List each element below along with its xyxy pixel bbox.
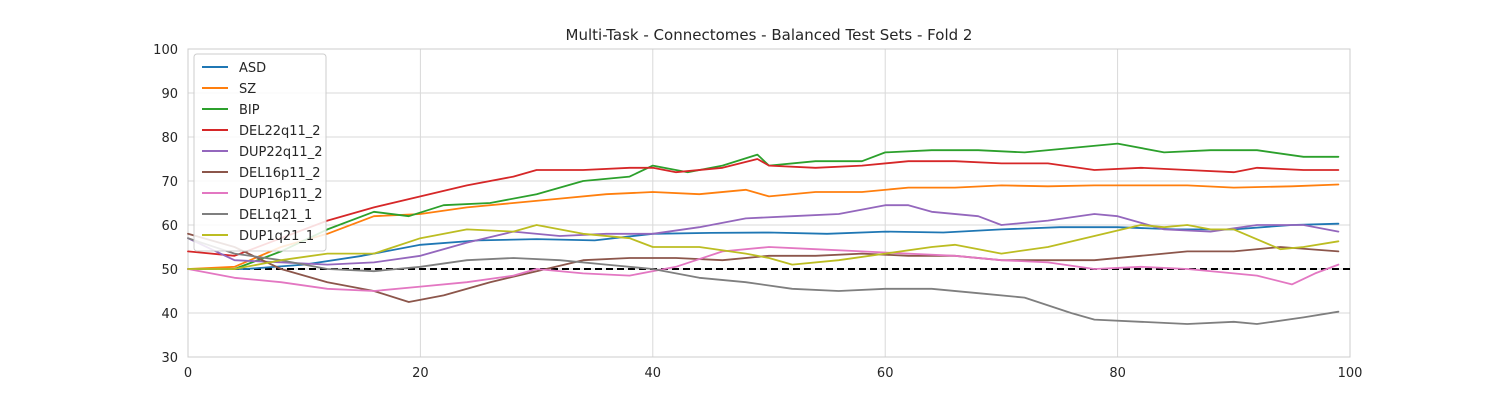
y-tick-label: 70	[161, 175, 178, 190]
series-line-asd	[187, 222, 1340, 270]
legend-label: DUP22q11_2	[239, 145, 322, 160]
legend-label: DUP16p11_2	[239, 187, 322, 202]
legend-label: DEL1q21_1	[239, 208, 312, 223]
y-tick-label: 90	[161, 87, 178, 102]
legend-label: BIP	[239, 103, 260, 118]
tick-labels: 0 20 40 60 80 100 30 40 50 60 70 80 90 100	[153, 43, 1362, 381]
chart-title: Multi-Task - Connectomes - Balanced Test…	[566, 26, 973, 44]
y-tick-label: 60	[161, 219, 178, 234]
plot-area	[187, 48, 1351, 358]
series-line-bip	[187, 142, 1340, 270]
x-tick-label: 0	[184, 366, 192, 381]
y-tick-label: 100	[153, 43, 178, 58]
series-line-del16p11_2	[187, 232, 1340, 303]
series-line-del22q11_2	[187, 158, 1340, 257]
legend-label: ASD	[239, 61, 266, 76]
series-line-del1q21_1	[187, 237, 1340, 325]
y-tick-label: 40	[161, 307, 178, 322]
y-tick-label: 50	[161, 263, 178, 278]
y-tick-label: 30	[161, 351, 178, 366]
series-line-dup22q11_2	[187, 204, 1340, 266]
x-tick-label: 80	[1109, 366, 1126, 381]
series-line-dup1q21_1	[187, 224, 1340, 270]
legend-box	[193, 53, 327, 252]
x-tick-label: 60	[877, 366, 894, 381]
legend-label: DUP1q21_1	[239, 229, 314, 244]
series-line-dup16p11_2	[187, 246, 1340, 292]
x-tick-label: 40	[645, 366, 662, 381]
legend-label: SZ	[239, 82, 256, 97]
series-group	[187, 142, 1340, 325]
x-tick-label: 20	[412, 366, 429, 381]
plot-border	[187, 48, 1351, 358]
legend-label: DEL22q11_2	[239, 124, 321, 139]
y-tick-label: 80	[161, 131, 178, 146]
series-line-sz	[187, 183, 1340, 270]
legend-label: DEL16p11_2	[239, 166, 321, 181]
x-tick-label: 100	[1338, 366, 1363, 381]
legend: ASD SZ BIP DEL22q11_2 DUP22q11_2 DEL16p11_2 DU…	[193, 53, 327, 252]
